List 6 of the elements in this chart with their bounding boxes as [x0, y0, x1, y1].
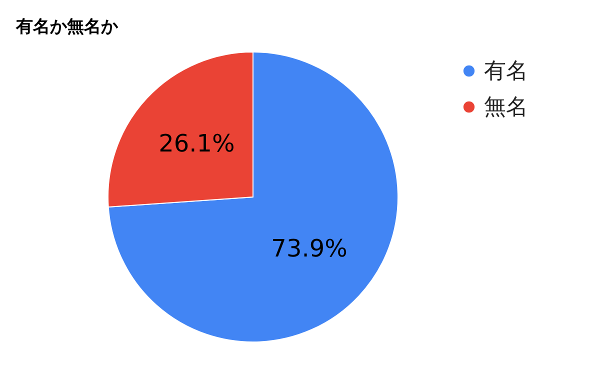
chart-title: 有名か無名か	[15, 17, 119, 37]
legend-label: 有名	[484, 59, 528, 84]
pie-slice	[108, 52, 398, 342]
data-label: 73.9%	[271, 234, 348, 263]
legend-label: 無名	[484, 95, 528, 120]
data-label: 26.1%	[158, 129, 235, 158]
